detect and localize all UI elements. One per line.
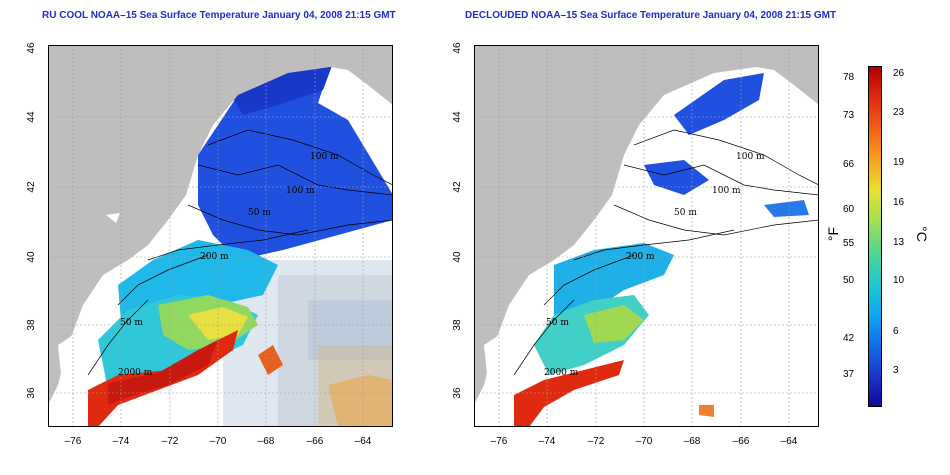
lon-tick-label: –64 xyxy=(355,436,372,447)
contour-label: 50 m xyxy=(120,318,143,328)
fahrenheit-tick: 66 xyxy=(843,159,855,170)
lon-tick-label: –72 xyxy=(588,436,605,447)
lat-tick-label: 38 xyxy=(26,319,37,331)
lon-tick-label: –70 xyxy=(210,436,227,447)
lat-tick-label: 46 xyxy=(26,42,37,54)
land xyxy=(48,45,393,405)
fahrenheit-tick: 37 xyxy=(843,369,855,380)
fahrenheit-tick: 50 xyxy=(843,275,855,286)
land xyxy=(474,45,819,405)
lon-tick-label: –66 xyxy=(307,436,324,447)
temperature-colorbar xyxy=(868,66,882,407)
lon-tick-label: –66 xyxy=(733,436,750,447)
fahrenheit-tick: 55 xyxy=(843,238,855,249)
celsius-tick: 26 xyxy=(893,68,905,79)
lon-tick-label: –68 xyxy=(684,436,701,447)
celsius-tick: 19 xyxy=(893,157,905,168)
lat-tick-label: 36 xyxy=(452,387,463,399)
contour-label: 100 m xyxy=(286,186,315,196)
lon-tick-label: –76 xyxy=(65,436,82,447)
fahrenheit-tick: 60 xyxy=(843,204,855,215)
lat-tick-label: 42 xyxy=(26,181,37,193)
contour-label: 50 m xyxy=(674,208,697,218)
contour-label: 100 m xyxy=(310,152,339,162)
right-map-title: DECLOUDED NOAA–15 Sea Surface Temperatur… xyxy=(465,10,837,21)
lat-tick-label: 40 xyxy=(26,251,37,263)
celsius-tick: 13 xyxy=(893,237,905,248)
fahrenheit-tick: 42 xyxy=(843,333,855,344)
lon-tick-label: –76 xyxy=(491,436,508,447)
celsius-tick: 10 xyxy=(893,275,905,286)
left-map-title: RU COOL NOAA–15 Sea Surface Temperature … xyxy=(42,10,396,21)
celsius-tick: 3 xyxy=(893,365,899,376)
lat-tick-label: 42 xyxy=(452,181,463,193)
fahrenheit-tick: 78 xyxy=(843,72,855,83)
sst-field xyxy=(88,63,393,427)
right-sst-map: 100 m 100 m 50 m 200 m 50 m 2000 m xyxy=(474,45,819,427)
lat-tick-label: 40 xyxy=(452,251,463,263)
lon-tick-label: –72 xyxy=(162,436,179,447)
lat-tick-label: 46 xyxy=(452,42,463,54)
left-sst-map: 100 m 100 m 50 m 200 m 50 m 2000 m xyxy=(48,45,393,427)
sst-field xyxy=(514,73,809,427)
contour-label: 50 m xyxy=(248,208,271,218)
lat-lon-grid xyxy=(48,45,393,427)
lat-tick-label: 44 xyxy=(26,111,37,123)
lat-tick-label: 36 xyxy=(26,387,37,399)
contour-label: 50 m xyxy=(546,318,569,328)
contour-label: 2000 m xyxy=(544,368,579,378)
lat-tick-label: 44 xyxy=(452,111,463,123)
contour-label: 100 m xyxy=(736,152,765,162)
fahrenheit-tick: 73 xyxy=(843,110,855,121)
celsius-tick: 16 xyxy=(893,197,905,208)
fahrenheit-unit-label: °F xyxy=(825,226,842,242)
lat-lon-grid xyxy=(474,45,819,427)
lon-tick-label: –68 xyxy=(258,436,275,447)
lon-tick-label: –74 xyxy=(113,436,130,447)
contour-label: 200 m xyxy=(626,252,655,262)
lon-tick-label: –70 xyxy=(636,436,653,447)
lon-tick-label: –74 xyxy=(539,436,556,447)
lon-tick-label: –64 xyxy=(781,436,798,447)
celsius-tick: 23 xyxy=(893,107,905,118)
contour-label: 2000 m xyxy=(118,368,153,378)
contour-label: 200 m xyxy=(200,252,229,262)
lat-tick-label: 38 xyxy=(452,319,463,331)
celsius-tick: 6 xyxy=(893,326,899,337)
celsius-unit-label: °C xyxy=(913,226,930,242)
contour-label: 100 m xyxy=(712,186,741,196)
